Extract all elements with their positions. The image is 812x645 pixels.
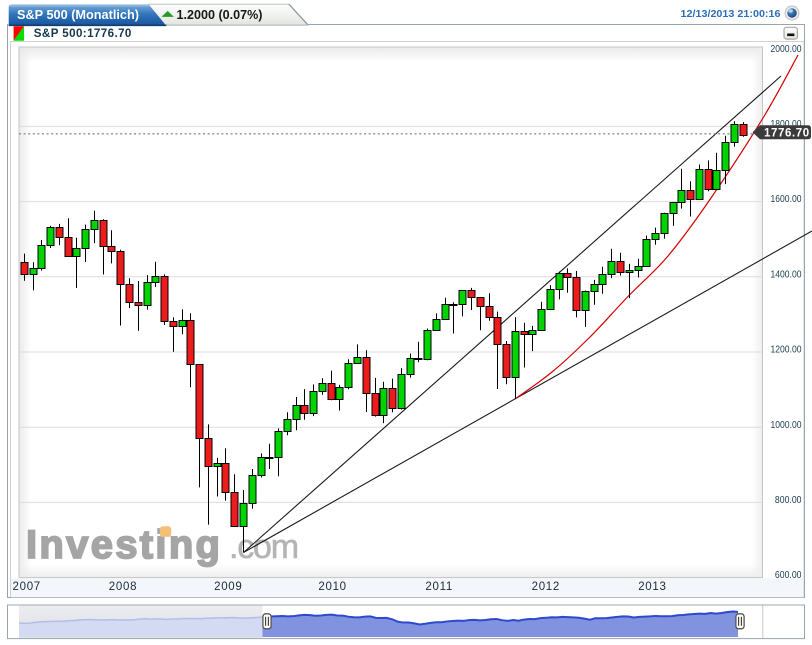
svg-text:2007: 2007 [13, 581, 41, 593]
svg-text:1400.00: 1400.00 [771, 268, 802, 280]
svg-text:600.00: 600.00 [775, 569, 802, 581]
svg-text:2013: 2013 [638, 581, 666, 593]
svg-text:2010: 2010 [318, 581, 346, 593]
svg-text:2009: 2009 [214, 581, 242, 593]
svg-text:2011: 2011 [425, 581, 453, 593]
svg-text:Investing: Investing [26, 523, 222, 567]
svg-text:S&P 500:1776.70: S&P 500:1776.70 [34, 28, 132, 40]
svg-text:.com: .com [229, 528, 298, 566]
svg-text:1200.00: 1200.00 [771, 344, 802, 356]
svg-text:1000.00: 1000.00 [771, 419, 802, 431]
svg-text:800.00: 800.00 [775, 494, 802, 506]
svg-text:1600.00: 1600.00 [771, 193, 802, 205]
svg-text:2000.00: 2000.00 [771, 43, 802, 55]
svg-text:1776.70: 1776.70 [764, 127, 810, 139]
svg-text:2012: 2012 [532, 581, 560, 593]
svg-text:1.2000 (0.07%): 1.2000 (0.07%) [177, 8, 263, 22]
svg-text:S&P 500 (Monatlich): S&P 500 (Monatlich) [17, 8, 139, 22]
svg-text:2008: 2008 [109, 581, 137, 593]
svg-text:12/13/2013 21:00:16: 12/13/2013 21:00:16 [681, 8, 781, 20]
